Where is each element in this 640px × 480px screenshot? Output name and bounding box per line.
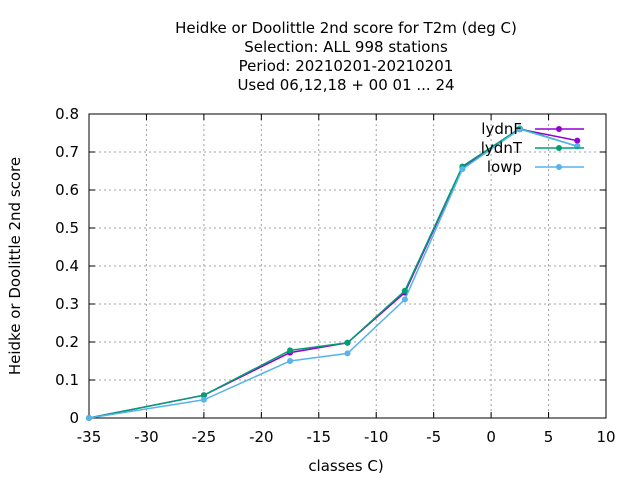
x-tick-label: -5 [426, 428, 441, 446]
data-point [200, 392, 207, 399]
x-axis-label: classes C) [308, 457, 383, 475]
y-tick-labels: 0 0.1 0.2 0.3 0.4 0.5 0.6 0.7 0.8 [55, 105, 79, 427]
x-tick-label: -35 [77, 428, 102, 446]
series-line-lowp [88, 128, 578, 419]
series-lowp [86, 126, 581, 421]
y-axis-label: Heidke or Doolittle 2nd score [6, 157, 24, 375]
data-point [86, 415, 92, 421]
x-tick-label: 0 [486, 428, 496, 446]
x-tick-label: -15 [307, 428, 332, 446]
x-tick-label: -30 [134, 428, 159, 446]
legend-label: lydnF [481, 120, 522, 138]
grid-lines [89, 114, 606, 418]
y-tick-label: 0.1 [55, 371, 79, 389]
y-tick-label: 0.5 [55, 219, 79, 237]
y-tick-label: 0 [69, 409, 79, 427]
series-lines [86, 125, 581, 421]
legend-swatch-marker [556, 145, 562, 151]
plot-frame [88, 113, 607, 419]
legend-swatch-marker [556, 164, 562, 170]
data-point [401, 287, 408, 294]
data-point [516, 126, 523, 133]
series-line-lydnt [88, 127, 578, 419]
y-tick-label: 0.2 [55, 333, 79, 351]
legend-item-lydnf: lydnF [481, 120, 584, 138]
y-tick-label: 0.8 [55, 105, 79, 123]
y-tick-label: 0.4 [55, 257, 79, 275]
chart-title: Heidke or Doolittle 2nd score for T2m (d… [175, 19, 517, 94]
legend-swatch-marker [556, 126, 562, 132]
legend-label: lowp [487, 158, 522, 176]
x-tick-label: -25 [192, 428, 217, 446]
data-point [574, 137, 581, 144]
legend-label: lydnT [481, 139, 523, 157]
data-point [401, 296, 408, 303]
data-point [287, 347, 294, 354]
data-point [459, 166, 466, 173]
y-tick-label: 0.7 [55, 143, 79, 161]
x-tick-label: -10 [364, 428, 389, 446]
x-tick-labels: -35 -30 -25 -20 -15 -10 -5 0 5 10 [77, 428, 616, 446]
title-line-1: Heidke or Doolittle 2nd score for T2m (d… [175, 19, 517, 37]
x-tick-label: 5 [544, 428, 554, 446]
title-line-2: Selection: ALL 998 stations [244, 38, 448, 56]
x-tick-label: -20 [249, 428, 274, 446]
title-line-4: Used 06,12,18 + 00 01 ... 24 [237, 76, 454, 94]
y-tick-label: 0.3 [55, 295, 79, 313]
data-point [287, 358, 294, 364]
legend-item-lowp: lowp [487, 158, 584, 176]
axis-ticks [88, 113, 607, 419]
data-point [200, 396, 207, 403]
legend-item-lydnt: lydnT [481, 139, 584, 157]
title-line-3: Period: 20210201-20210201 [239, 57, 454, 75]
data-point [344, 350, 351, 357]
data-point [344, 339, 351, 346]
y-tick-label: 0.6 [55, 181, 79, 199]
x-tick-label: 10 [596, 428, 615, 446]
